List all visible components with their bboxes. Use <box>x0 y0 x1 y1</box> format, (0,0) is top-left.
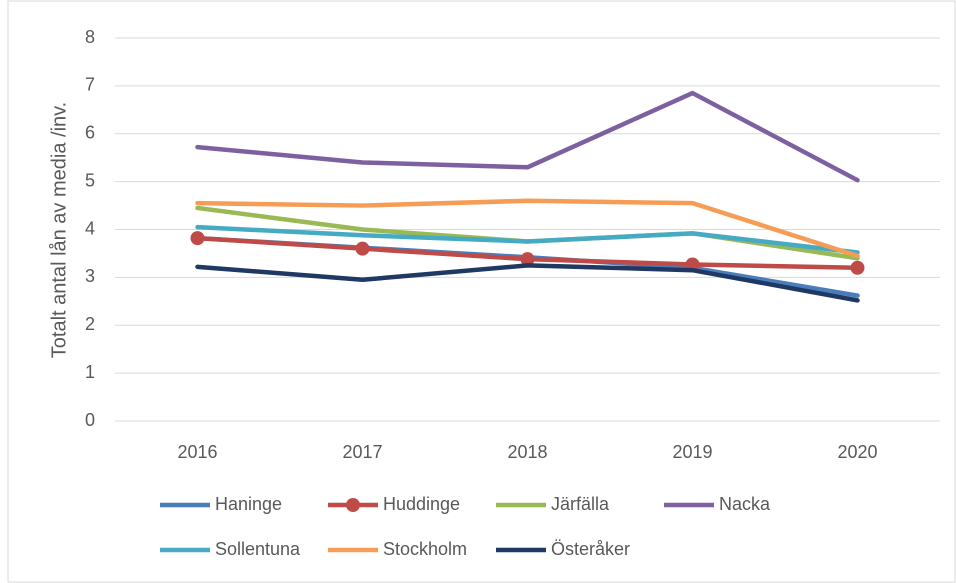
x-tick-label: 2016 <box>177 442 217 462</box>
legend-label: Haninge <box>215 494 282 514</box>
legend-label: Huddinge <box>383 494 460 514</box>
y-tick-label: 8 <box>85 27 95 47</box>
legend-label: Järfälla <box>551 494 610 514</box>
marker <box>850 260 865 275</box>
y-tick-label: 1 <box>85 362 95 382</box>
y-tick-label: 2 <box>85 314 95 334</box>
marker <box>190 231 205 246</box>
y-tick-label: 5 <box>85 170 95 190</box>
x-tick-label: 2017 <box>342 442 382 462</box>
x-tick-label: 2020 <box>837 442 877 462</box>
y-tick-label: 4 <box>85 218 95 238</box>
legend-label: Nacka <box>719 494 771 514</box>
marker <box>355 241 370 256</box>
x-tick-label: 2018 <box>507 442 547 462</box>
marker <box>520 252 535 267</box>
series-line <box>195 198 860 259</box>
legend-label: Sollentuna <box>215 539 301 559</box>
legend-label: Stockholm <box>383 539 467 559</box>
series-line <box>195 90 860 183</box>
y-tick-label: 0 <box>85 410 95 430</box>
y-tick-label: 6 <box>85 123 95 143</box>
legend-label: Österåker <box>551 539 630 559</box>
series-line <box>195 224 860 255</box>
y-tick-label: 3 <box>85 266 95 286</box>
series-line <box>195 263 860 303</box>
x-tick-label: 2019 <box>672 442 712 462</box>
y-axis-title: Totalt antal lån av media /inv. <box>48 102 70 358</box>
legend-marker <box>346 498 360 512</box>
y-tick-label: 7 <box>85 75 95 95</box>
